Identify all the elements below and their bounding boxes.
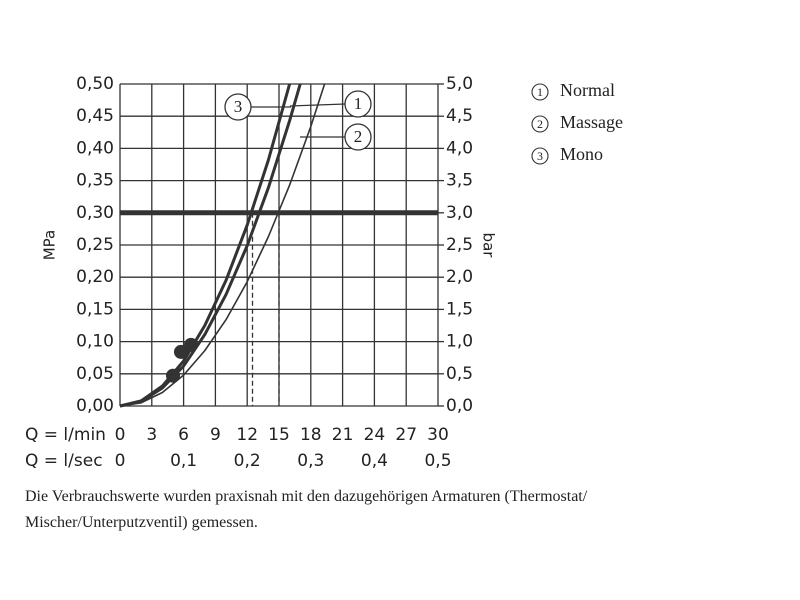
legend-circle	[531, 83, 549, 101]
y2-tick-label: 5,0	[446, 74, 473, 94]
x-tick-label: 3	[146, 425, 157, 445]
x2-tick-label: 0,4	[361, 451, 388, 471]
x2-tick-label: 0	[115, 451, 126, 471]
x-tick-label: 12	[236, 425, 258, 445]
callout-circle	[224, 93, 252, 121]
x-tick-label: 15	[268, 425, 290, 445]
y-tick-label: 0,10	[76, 332, 114, 352]
curve	[119, 83, 292, 408]
point	[173, 344, 188, 359]
legend-label: Massage	[560, 112, 623, 132]
x-tick-label: 18	[300, 425, 322, 445]
y-tick-label: 0,30	[76, 203, 114, 223]
y2-tick-label: 2,5	[446, 235, 473, 255]
x2-tick-label: 0,2	[234, 451, 261, 471]
x-tick-label: 21	[332, 425, 354, 445]
y-tick-label: 0,35	[76, 171, 114, 191]
legend-circle	[531, 147, 549, 165]
callout-label: 2	[354, 127, 363, 146]
x2-axis-label: Q = l/sec	[25, 451, 103, 471]
y-tick-label: 0,40	[76, 138, 114, 158]
x2-tick-label: 0,5	[424, 451, 451, 471]
y2-tick-label: 4,5	[446, 106, 473, 126]
y2-tick-label: 4,0	[446, 138, 473, 158]
legend-label: Normal	[560, 80, 615, 100]
footnote: Die Verbrauchswerte wurden praxisnah mit…	[25, 488, 588, 505]
y2-tick-label: 3,5	[446, 171, 473, 191]
x-axis-label: Q = l/min	[25, 425, 106, 445]
callout-leader	[289, 103, 346, 107]
y2-tick-label: 1,5	[446, 299, 473, 319]
y2-tick-label: 2,0	[446, 267, 473, 287]
x-tick-label: 6	[178, 425, 189, 445]
callout-label: 3	[234, 97, 243, 116]
y2-axis-label: bar	[480, 233, 498, 259]
y-tick-label: 0,20	[76, 267, 114, 287]
callout-circle	[344, 123, 372, 151]
x-tick-label: 9	[210, 425, 221, 445]
point	[166, 368, 180, 383]
y-axis-label: MPa	[41, 230, 59, 261]
x-tick-label: 27	[395, 425, 417, 445]
y-tick-label: 0,50	[76, 74, 114, 94]
y-tick-label: 0,05	[76, 364, 114, 384]
y-tick-label: 0,00	[76, 396, 114, 416]
y2-tick-label: 1,0	[446, 332, 473, 352]
x2-tick-label: 0,3	[297, 451, 324, 471]
legend-id: 1	[537, 85, 543, 99]
x2-tick-label: 0,1	[170, 451, 197, 471]
y2-tick-label: 0,0	[446, 396, 473, 416]
legend-circle	[531, 115, 549, 133]
point	[184, 337, 199, 352]
legend-label: Mono	[560, 144, 603, 164]
callout-circle	[344, 90, 372, 118]
x-tick-label: 24	[364, 425, 386, 445]
y-tick-label: 0,15	[76, 299, 114, 319]
y2-tick-label: 3,0	[446, 203, 473, 223]
curve	[119, 83, 326, 407]
x-tick-label: 30	[427, 425, 449, 445]
y-tick-label: 0,45	[76, 106, 114, 126]
legend-id: 3	[537, 149, 543, 163]
footnote: Mischer/Unterputzventil) gemessen.	[25, 514, 258, 531]
legend-id: 2	[537, 117, 543, 131]
y2-tick-label: 0,5	[446, 364, 473, 384]
callout-label: 1	[354, 94, 363, 113]
x-tick-label: 0	[115, 425, 126, 445]
y-tick-label: 0,25	[76, 235, 114, 255]
